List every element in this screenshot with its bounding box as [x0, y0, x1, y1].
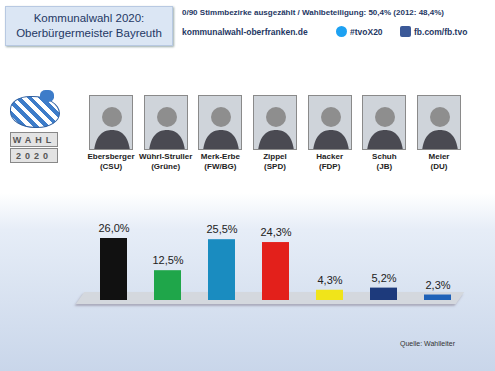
- html-text:Schuh (JB): Schuh (JB): [372, 152, 397, 171]
- html-text:Wührl-Struller (Grüne): Wührl-Struller (Grüne): [139, 152, 193, 171]
- html-text:Hacker (FDP): Hacker (FDP): [316, 152, 343, 171]
- html-text:#tvoX20: #tvoX20: [350, 27, 383, 37]
- svg-text:25,5%: 25,5%: [206, 223, 237, 235]
- svg-text:2,3%: 2,3%: [425, 279, 450, 291]
- html-text:WAHL: WAHL: [12, 135, 56, 145]
- html-text:fb.com/fb.tvo: fb.com/fb.tvo: [414, 27, 468, 37]
- html-text:Quelle: Wahlleiter: Quelle: Wahlleiter: [400, 340, 455, 347]
- html-text:Zippel (SPD): Zippel (SPD): [263, 152, 287, 171]
- html-text:2020: 2020: [16, 151, 52, 161]
- svg-text:24,3%: 24,3%: [260, 226, 291, 238]
- html-text:Merk-Erbe (FW/BG): Merk-Erbe (FW/BG): [200, 152, 240, 171]
- html-text:Kommunalwahl 2020: Oberbürgerm: Kommunalwahl 2020: Oberbürgermeister Bay…: [16, 12, 162, 39]
- svg-text:5,2%: 5,2%: [371, 272, 396, 284]
- svg-text:4,3%: 4,3%: [317, 274, 342, 286]
- html-text:0/90 Stimmbezirke ausgezählt /: 0/90 Stimmbezirke ausgezählt / Wahlbetei…: [182, 8, 444, 17]
- svg-text:26,0%: 26,0%: [98, 222, 129, 234]
- html-text:kommunalwahl-oberfranken.de: kommunalwahl-oberfranken.de: [182, 27, 308, 37]
- svg-text:12,5%: 12,5%: [152, 254, 183, 266]
- html-text:Meier (DU): Meier (DU): [428, 152, 450, 171]
- html-text:Ebersberger (CSU): Ebersberger (CSU): [87, 152, 135, 171]
